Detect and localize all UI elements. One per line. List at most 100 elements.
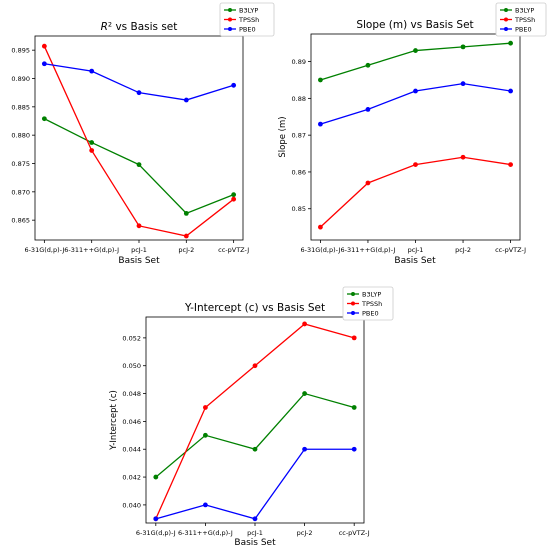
plot-frame bbox=[310, 33, 521, 241]
chart-3: Y-Intercept (c) vs Basis Set 6-31G(d,p)-J… bbox=[109, 286, 394, 548]
legend-box bbox=[495, 2, 547, 37]
data-point-pbe0 bbox=[203, 502, 208, 508]
data-point-pbe0 bbox=[41, 61, 47, 67]
legend-marker bbox=[351, 292, 355, 296]
y-tick-label: 0.046 bbox=[122, 418, 141, 426]
legend-box bbox=[342, 286, 394, 321]
legend-label: PBE0 bbox=[239, 25, 256, 33]
data-point-pbe0 bbox=[231, 82, 237, 88]
y-tick-label: 0.875 bbox=[11, 160, 30, 168]
x-axis-label: Basis Set bbox=[394, 256, 436, 266]
data-point-b3lyp bbox=[351, 405, 357, 410]
y-tick-label: 0.86 bbox=[292, 168, 306, 176]
x-tick-label: cc-pVTZ-J bbox=[218, 246, 249, 254]
x-tick-label: 6-31G(d,p)-J bbox=[300, 246, 340, 254]
y-tick-label: 0.880 bbox=[11, 132, 30, 140]
data-point-b3lyp bbox=[508, 40, 513, 46]
legend-label: B3LYP bbox=[239, 6, 258, 14]
x-tick-label: pcJ-1 bbox=[408, 246, 424, 254]
legend-box bbox=[219, 2, 275, 37]
data-point-tpssh bbox=[203, 405, 208, 410]
data-point-pbe0 bbox=[89, 68, 95, 74]
chart-title: Y-Intercept (c) vs Basis Set bbox=[184, 302, 325, 314]
y-tick-label: 0.865 bbox=[11, 217, 30, 225]
legend-label: TPSSh bbox=[514, 16, 535, 24]
data-point-tpssh bbox=[231, 196, 237, 202]
data-point-tpssh bbox=[413, 162, 418, 167]
chart-title: R² vs Basis set bbox=[101, 21, 178, 33]
data-point-b3lyp bbox=[365, 62, 371, 68]
data-point-pbe0 bbox=[318, 121, 323, 127]
legend-label: TPSSh bbox=[361, 300, 382, 308]
y-axis-label: Y-Intercept (c) bbox=[109, 390, 119, 451]
x-tick-label: pcJ-1 bbox=[131, 246, 147, 254]
legend-marker bbox=[504, 17, 508, 22]
x-tick-label: pcJ-2 bbox=[455, 246, 471, 254]
y-tick-label: 0.870 bbox=[11, 188, 30, 196]
series-line-tpssh bbox=[319, 156, 511, 228]
x-axis-label: Basis Set bbox=[118, 256, 160, 266]
data-point-b3lyp bbox=[413, 48, 418, 53]
legend-marker bbox=[351, 311, 355, 315]
data-point-b3lyp bbox=[302, 391, 307, 396]
data-point-b3lyp bbox=[89, 140, 95, 145]
legend-marker bbox=[504, 27, 508, 31]
y-tick-label: 0.052 bbox=[122, 334, 141, 342]
x-tick-label: 6-311++G(d,p)-J bbox=[341, 246, 396, 254]
data-point-pbe0 bbox=[153, 516, 159, 522]
data-point-b3lyp bbox=[252, 446, 258, 452]
y-tick-label: 0.890 bbox=[11, 75, 30, 83]
legend-marker bbox=[228, 8, 232, 12]
y-tick-label: 0.85 bbox=[292, 205, 306, 213]
series-line-b3lyp bbox=[155, 392, 355, 478]
legend-label: TPSSh bbox=[238, 16, 259, 24]
data-point-pbe0 bbox=[460, 81, 466, 87]
data-point-pbe0 bbox=[252, 516, 258, 522]
data-point-b3lyp bbox=[41, 116, 47, 122]
y-tick-label: 0.895 bbox=[11, 47, 30, 55]
legend-marker bbox=[228, 17, 232, 22]
y-tick-label: 0.044 bbox=[122, 446, 141, 454]
y-tick-label: 0.87 bbox=[292, 132, 306, 140]
x-tick-label: 6-311++G(d,p)-J bbox=[64, 246, 119, 254]
data-point-b3lyp bbox=[136, 162, 142, 168]
data-point-tpssh bbox=[318, 224, 323, 230]
legend-marker bbox=[228, 27, 232, 31]
data-point-b3lyp bbox=[460, 44, 466, 50]
x-tick-label: 6-31G(d,p)-J bbox=[136, 529, 176, 537]
data-point-tpssh bbox=[302, 321, 307, 327]
y-tick-label: 0.885 bbox=[11, 103, 30, 111]
data-point-tpssh bbox=[351, 335, 357, 341]
data-point-pbe0 bbox=[136, 90, 142, 96]
data-point-b3lyp bbox=[153, 474, 159, 480]
data-point-pbe0 bbox=[508, 88, 513, 94]
chart-title: Slope (m) vs Basis Set bbox=[356, 19, 473, 31]
data-point-b3lyp bbox=[231, 192, 237, 198]
y-tick-label: 0.88 bbox=[292, 95, 306, 103]
chart-2: Slope (m) vs Basis Set 6-31G(d,p)-J 6-311+… bbox=[278, 2, 547, 266]
x-tick-label: pcJ-2 bbox=[178, 246, 194, 254]
series-line-tpssh bbox=[155, 323, 355, 520]
data-point-tpssh bbox=[89, 148, 95, 153]
legend-marker bbox=[504, 8, 508, 12]
x-tick-label: cc-pVTZ-J bbox=[495, 246, 526, 254]
data-point-pbe0 bbox=[365, 107, 371, 112]
series-line-pbe0 bbox=[155, 448, 355, 520]
data-point-tpssh bbox=[41, 43, 47, 49]
legend-marker bbox=[351, 301, 355, 306]
legend-label: PBE0 bbox=[362, 309, 379, 317]
data-point-b3lyp bbox=[183, 210, 189, 216]
chart-1: R² vs Basis set 6-31G(d,p)-J 6-311++G(d,p)… bbox=[11, 2, 275, 266]
x-tick-label: pcJ-2 bbox=[297, 529, 313, 537]
data-point-tpssh bbox=[136, 223, 142, 229]
data-point-tpssh bbox=[508, 162, 513, 167]
x-tick-label: 6-31G(d,p)-J bbox=[24, 246, 64, 254]
plot-frame bbox=[145, 316, 365, 524]
x-axis-label: Basis Set bbox=[234, 538, 276, 548]
x-tick-label: 6-311++G(d,p)-J bbox=[178, 529, 233, 537]
x-tick-label: cc-pVTZ-J bbox=[339, 529, 370, 537]
y-tick-label: 0.050 bbox=[122, 362, 141, 370]
data-point-pbe0 bbox=[183, 97, 189, 103]
series-line-tpssh bbox=[43, 45, 235, 237]
